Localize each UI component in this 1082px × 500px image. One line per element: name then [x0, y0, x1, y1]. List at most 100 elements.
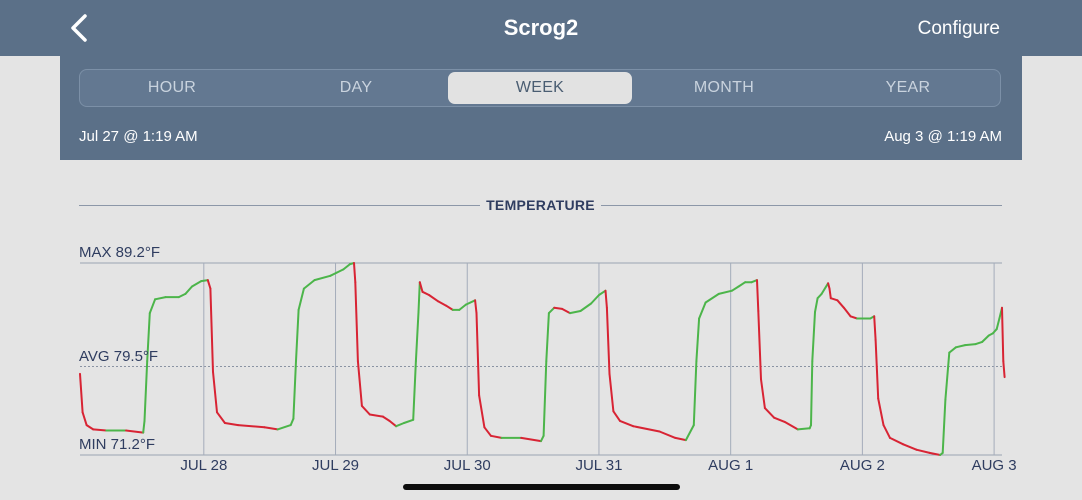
temperature-line-segment	[877, 397, 885, 427]
temperature-line-segment	[828, 287, 832, 300]
temperature-line-segment	[915, 448, 931, 454]
temperature-line-segment	[737, 281, 747, 288]
temperature-line-segment	[763, 407, 776, 419]
temperature-line-segment	[542, 360, 548, 437]
temperature-line-segment	[598, 289, 607, 296]
x-tick-label: JUL 28	[180, 457, 227, 474]
temperature-line-segment	[209, 287, 214, 373]
temperature-line-segment	[184, 285, 193, 295]
temperature-line-segment	[773, 416, 786, 423]
range-end-label: Aug 3 @ 1:19 AM	[884, 128, 1002, 145]
temperature-line-segment	[191, 280, 203, 288]
temperature-line-segment	[717, 289, 733, 295]
temperature-line-segment	[902, 443, 918, 451]
temperature-line-segment	[356, 360, 363, 407]
temperature-line-segment	[458, 303, 467, 311]
x-tick-label: AUG 2	[840, 457, 885, 474]
x-tick-label: JUL 29	[312, 457, 359, 474]
temperature-line-segment	[569, 310, 582, 315]
temperature-line-segment	[547, 306, 556, 315]
temperature-line-segment	[417, 281, 421, 314]
temperature-line-segment	[85, 424, 95, 431]
temperature-line-segment	[295, 308, 300, 363]
avg-label: AVG 79.5°F	[79, 348, 158, 365]
temperature-line-segment	[237, 424, 266, 429]
segment-week[interactable]: WEEK	[448, 72, 632, 104]
configure-button[interactable]: Configure	[917, 18, 1000, 39]
chart-title: TEMPERATURE	[480, 197, 601, 213]
temperature-line-segment	[619, 419, 635, 428]
temperature-line-segment	[223, 422, 240, 427]
temperature-line-segment	[354, 281, 359, 363]
temperature-line-segment	[760, 378, 766, 410]
temperature-line-segment	[437, 300, 448, 307]
temperature-line-segment	[302, 279, 316, 290]
temperature-line-segment	[292, 360, 297, 420]
temperature-line-segment	[1001, 306, 1005, 363]
temperature-line-segment	[674, 436, 687, 442]
segment-month[interactable]: MONTH	[693, 79, 755, 96]
temperature-line-segment	[263, 426, 279, 431]
min-label: MIN 71.2°F	[79, 436, 155, 453]
temperature-line-segment	[148, 298, 157, 315]
temperature-line-segment	[142, 419, 146, 434]
segment-hour[interactable]: HOUR	[147, 79, 197, 96]
temperature-line-segment	[829, 297, 839, 302]
temperature-line-segment	[981, 334, 990, 343]
x-tick-label: JUL 30	[444, 457, 491, 474]
temperature-line-segment	[297, 287, 305, 311]
temperature-line-segment	[177, 292, 187, 299]
x-tick-label: AUG 1	[708, 457, 753, 474]
temperature-line-segment	[483, 426, 492, 437]
temperature-line-segment	[1002, 360, 1006, 379]
segment-day[interactable]: DAY	[339, 79, 373, 96]
temperature-line-segment	[842, 306, 852, 318]
temperature-line-segment	[948, 346, 957, 354]
temperature-line-segment	[289, 417, 295, 427]
temperature-line-segment	[212, 370, 218, 414]
range-panel: HOUR DAY WEEK MONTH YEAR Jul 27 @ 1:19 A…	[60, 56, 1022, 160]
temperature-line-segment	[692, 360, 698, 427]
temperature-line-segment	[796, 427, 811, 431]
temperature-line-segment	[756, 279, 760, 312]
temperature-line-segment	[154, 296, 167, 301]
temperature-line-segment	[874, 338, 880, 400]
temperature-line-segment	[604, 289, 608, 309]
max-label: MAX 89.2°F	[79, 244, 160, 261]
temperature-line-segment	[658, 430, 677, 439]
temperature-line-segment	[553, 306, 564, 310]
temperature-line-segment	[731, 285, 740, 292]
temperature-line-segment	[695, 317, 701, 363]
temperature-line-segment	[941, 398, 947, 454]
temperature-line-segment	[206, 279, 212, 290]
temperature-line-segment	[329, 271, 338, 277]
temperature-line-segment	[849, 315, 859, 320]
temperature-line-segment	[590, 294, 600, 305]
temperature-line-segment	[814, 297, 819, 314]
temperature-line-segment	[388, 419, 398, 428]
page-title: Scrog2	[503, 15, 579, 40]
temperature-line-segment	[684, 424, 695, 442]
back-button[interactable]	[62, 8, 102, 48]
temperature-line-segment	[418, 281, 424, 293]
temperature-line-segment	[995, 317, 1001, 331]
nav-bar: Scrog2 Configure	[0, 0, 1082, 56]
temperature-line-segment	[632, 425, 661, 433]
temperature-line-segment	[368, 413, 384, 418]
temperature-line-segment	[545, 312, 550, 363]
temperature-line-segment	[403, 418, 415, 424]
temperature-line-segment	[928, 451, 942, 456]
temperature-line-segment	[313, 274, 332, 282]
segment-year[interactable]: YEAR	[885, 79, 931, 96]
temperature-line-segment	[276, 424, 292, 431]
temperature-line-segment	[412, 360, 417, 421]
temperature-line-segment	[698, 301, 707, 320]
temperature-line-segment	[342, 263, 351, 271]
temperature-line-segment	[579, 302, 593, 312]
temperature-line-segment	[475, 312, 481, 397]
temperature-line-segment	[81, 411, 88, 427]
temperature-line-segment	[445, 304, 454, 311]
home-indicator	[403, 484, 680, 490]
temperature-line-segment	[79, 372, 84, 414]
